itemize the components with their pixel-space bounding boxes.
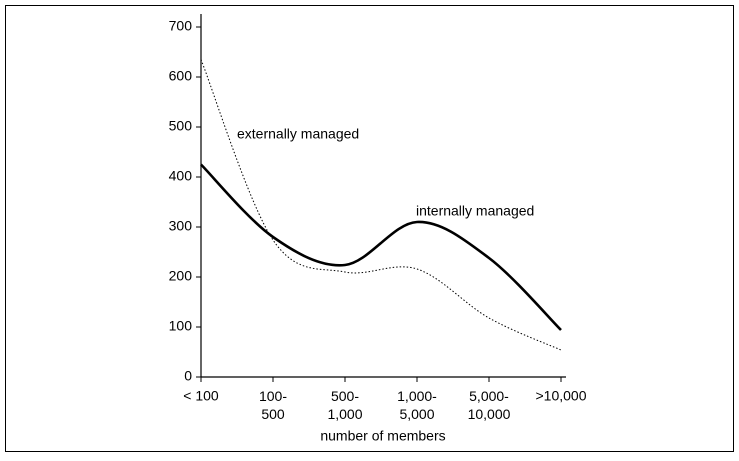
frame [5, 5, 734, 452]
series-label: externally managed [237, 126, 359, 142]
series-line [200, 163, 562, 331]
y-tick-label: 600 [169, 68, 193, 84]
y-tick-label: 300 [169, 218, 193, 234]
x-tick-label: < 100 [183, 388, 219, 404]
x-tick-label: 100-500 [259, 388, 287, 422]
x-tick-label: >10,000 [536, 388, 587, 404]
series-label: internally managed [416, 203, 534, 219]
x-tick-label: 500-1,000 [327, 388, 362, 422]
x-tick-label: 1,000-5,000 [397, 388, 437, 422]
x-axis-label: number of members [320, 428, 445, 444]
y-tick-label: 500 [169, 118, 193, 134]
y-tick-label: 100 [169, 318, 193, 334]
y-tick-label: 400 [169, 168, 193, 184]
x-tick-label: 5,000-10,000 [468, 388, 511, 422]
y-tick-label: 200 [169, 268, 193, 284]
y-tick-label: 700 [169, 18, 193, 34]
y-tick-label: 0 [184, 368, 192, 384]
